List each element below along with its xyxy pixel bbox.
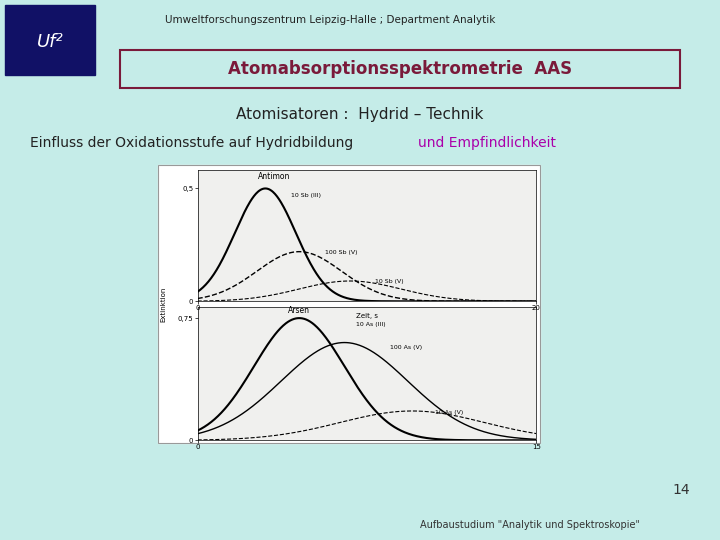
Text: 10 As (V): 10 As (V)	[435, 410, 463, 415]
X-axis label: Zeit, s: Zeit, s	[356, 313, 378, 319]
Text: 10 Sb (V): 10 Sb (V)	[375, 279, 404, 284]
Bar	[158, 165, 540, 443]
Text: und Empfindlichkeit: und Empfindlichkeit	[418, 136, 556, 150]
FancyBboxPatch shape	[120, 50, 680, 88]
Text: 14: 14	[672, 483, 690, 497]
Text: 100 Sb (V): 100 Sb (V)	[325, 250, 357, 255]
Text: Umweltforschungszentrum Leipzig-Halle ; Department Analytik: Umweltforschungszentrum Leipzig-Halle ; …	[165, 15, 495, 25]
Bar	[5, 5, 95, 75]
Text: Uf²: Uf²	[37, 33, 63, 51]
Text: Extinktion: Extinktion	[161, 286, 167, 322]
Text: Arsen: Arsen	[288, 306, 310, 315]
Text: Atomisatoren :  Hydrid – Technik: Atomisatoren : Hydrid – Technik	[236, 107, 484, 123]
Text: 10 As (III): 10 As (III)	[356, 322, 385, 327]
Bar	[158, 165, 540, 443]
Text: Einfluss der Oxidationsstufe auf Hydridbildung: Einfluss der Oxidationsstufe auf Hydridb…	[30, 136, 358, 150]
Text: 100 As (V): 100 As (V)	[390, 345, 422, 350]
Text: Aufbaustudium "Analytik und Spektroskopie": Aufbaustudium "Analytik und Spektroskopi…	[420, 520, 640, 530]
Text: 10 Sb (III): 10 Sb (III)	[291, 193, 321, 199]
Text: Atomabsorptionsspektrometrie  AAS: Atomabsorptionsspektrometrie AAS	[228, 60, 572, 78]
Text: Antimon: Antimon	[258, 172, 290, 181]
